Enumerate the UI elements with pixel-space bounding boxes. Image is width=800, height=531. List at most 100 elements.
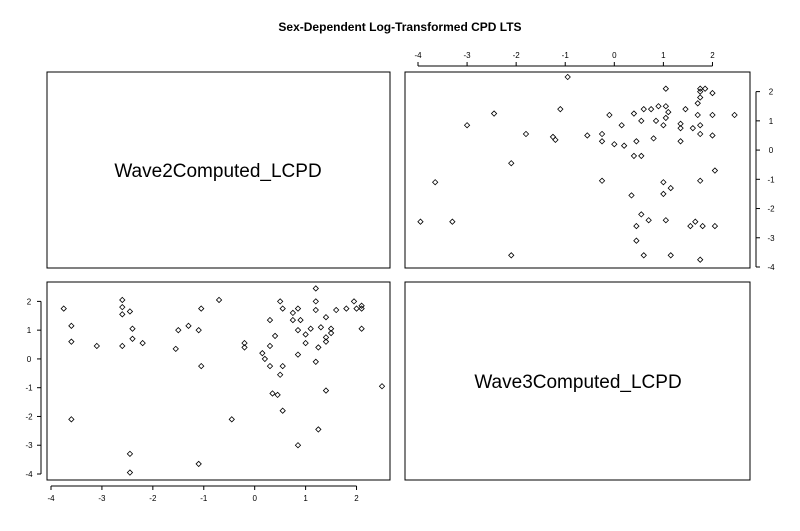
top-axis-tick-label: -3: [464, 51, 472, 60]
left-axis-tick-label: 2: [27, 297, 32, 306]
scatter-point: [689, 124, 696, 132]
scatter-point: [139, 339, 146, 347]
scatter-point: [598, 138, 606, 145]
scatter-point: [322, 387, 330, 394]
left-axis-tick-label: -4: [25, 470, 33, 479]
scatter-point: [645, 217, 652, 224]
scatter-point: [198, 362, 205, 370]
scatter-point: [307, 325, 314, 332]
scatter-point: [652, 117, 660, 125]
scatter-point: [638, 117, 645, 125]
left-axis-tick-label: -2: [25, 412, 33, 421]
scatter-point: [195, 326, 202, 334]
scatter-point: [682, 105, 689, 113]
scatter-point: [647, 105, 655, 113]
scatter-point: [709, 132, 716, 139]
bottom-axis-tick-label: -4: [47, 494, 55, 503]
scatter-point: [564, 73, 571, 81]
scatter-point: [697, 256, 704, 263]
left-axis-tick-label: -1: [25, 384, 33, 393]
panel-top-left-frame: [46, 71, 391, 269]
scatter-point: [598, 177, 606, 184]
scatter-point: [93, 342, 100, 350]
panel-bottom-left: 2 1 0 -1 -2 -3 -4 -4 -3 -2 -1 0 1 2: [25, 281, 391, 503]
scatter-point: [119, 303, 126, 311]
scatter-point: [126, 450, 134, 458]
scatter-point: [633, 237, 640, 244]
scatter-point: [315, 344, 322, 351]
scatter-point: [711, 222, 719, 230]
scatter-point: [266, 316, 274, 324]
left-axis-tick-label: -3: [25, 441, 33, 450]
panel-top-left: Wave2Computed_LCPD: [46, 71, 391, 269]
scatter-point: [711, 167, 719, 174]
scatter-point: [699, 222, 706, 230]
scatter-point: [630, 152, 638, 160]
scatter-point: [68, 338, 75, 345]
scatter-point: [694, 100, 701, 107]
scatter-point: [333, 306, 340, 314]
left-axis-tick-label: 0: [27, 355, 32, 364]
variable-label-wave3: Wave3Computed_LCPD: [474, 372, 681, 393]
scatter-point: [660, 190, 667, 198]
scatter-point: [549, 133, 557, 141]
scatter-point: [667, 184, 674, 192]
top-axis-tick-label: 0: [612, 51, 617, 60]
scatter-point: [697, 122, 704, 129]
scatter-point: [709, 89, 716, 97]
scatter-point: [611, 141, 618, 148]
scatter-point: [490, 110, 498, 117]
right-axis-tick-label: -2: [767, 205, 775, 214]
scatter-point: [294, 305, 302, 312]
right-axis-tick-label: 0: [769, 146, 774, 155]
right-axis-tick-label: -1: [767, 175, 775, 184]
scatter-point: [350, 298, 358, 305]
scatter-point: [667, 252, 674, 259]
scatter-point: [119, 296, 126, 304]
scatter-point: [271, 332, 279, 340]
scatter-point: [119, 311, 126, 318]
scatter-point: [198, 305, 205, 312]
right-axis-tick-label: -4: [767, 263, 775, 272]
scatter-point: [68, 416, 75, 423]
scatter-point: [677, 124, 684, 132]
top-right-points: [417, 73, 738, 263]
top-axis-tick-label: 2: [710, 51, 715, 60]
scatter-point: [68, 322, 75, 330]
scatter-point: [598, 130, 606, 138]
scatter-point: [660, 179, 667, 186]
scatter-point: [60, 305, 67, 312]
scatter-point: [175, 326, 182, 334]
scatter-point: [289, 316, 297, 324]
scatter-point: [126, 469, 134, 476]
scatter-point: [312, 285, 319, 292]
top-axis-tick-label: 1: [661, 51, 666, 60]
panel-bottom-right: Wave3Computed_LCPD: [404, 281, 751, 481]
scatter-point: [269, 390, 276, 397]
scatter-point: [620, 142, 628, 149]
scatter-point: [266, 342, 274, 350]
panel-bottom-left-frame: [46, 281, 391, 481]
right-axis-tick-label: 2: [769, 88, 774, 97]
scatter-point: [289, 309, 297, 317]
scatter-point: [327, 329, 335, 337]
right-axis-tick-label: 1: [769, 117, 774, 126]
panel-bottom-right-frame: [404, 281, 751, 481]
scatter-point: [584, 132, 591, 139]
scatter-point: [172, 345, 179, 353]
left-axis-tick-label: 1: [27, 326, 32, 335]
scatter-point: [432, 179, 439, 186]
scatter-point: [618, 122, 625, 129]
scatter-point: [358, 302, 365, 309]
scatter-point: [697, 94, 704, 101]
scatter-point: [358, 305, 365, 312]
scatter-point: [508, 160, 515, 167]
scatter-point: [638, 152, 645, 160]
bottom-axis-tick-label: -3: [98, 494, 106, 503]
scatter-point: [315, 426, 322, 433]
scatter-point: [228, 416, 235, 423]
scatter-point: [633, 138, 640, 145]
scatter-point: [241, 344, 248, 351]
top-axis-tick-label: -1: [562, 51, 570, 60]
